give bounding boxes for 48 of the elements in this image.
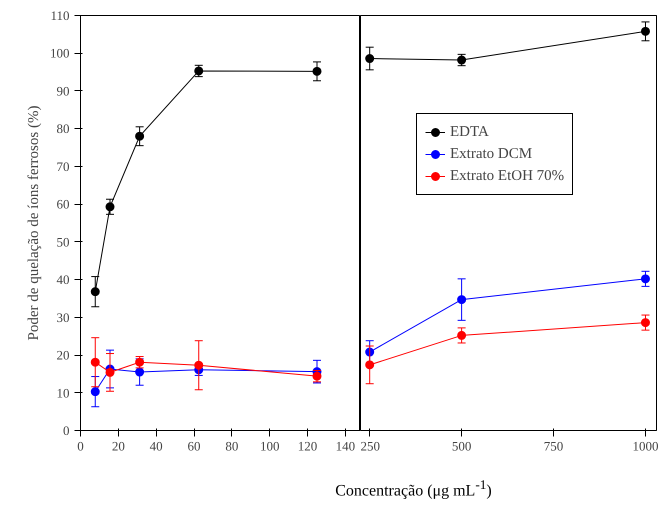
point: [457, 56, 466, 65]
y-tick-label: 100: [50, 46, 70, 61]
x-tick-label: 80: [225, 438, 238, 454]
legend-label: EDTA: [450, 124, 489, 140]
point: [135, 132, 144, 141]
y-tick-label: 20: [56, 348, 70, 363]
point: [90, 387, 100, 396]
point: [640, 274, 650, 284]
y-tick-label: 80: [56, 121, 70, 136]
x-tick-label: 750: [544, 438, 564, 454]
x-tick-label: 20: [112, 438, 125, 454]
point: [457, 295, 466, 304]
y-tick-label: 90: [56, 83, 70, 98]
point: [135, 368, 144, 377]
point: [312, 66, 322, 76]
x-tick-label: 500: [452, 438, 472, 454]
y-tick-label: 50: [56, 234, 70, 250]
y-tick-label: 110: [50, 8, 70, 23]
y-tick-label: 10: [56, 385, 70, 400]
y-tick-label: 30: [56, 310, 70, 325]
point: [312, 372, 322, 381]
x-tick-label: 40: [150, 438, 163, 454]
x-tick-label: 120: [298, 438, 318, 454]
point: [90, 358, 100, 367]
y-tick-label: 0: [63, 423, 70, 438]
legend-label: Extrato DCM: [450, 146, 532, 162]
point: [194, 66, 204, 76]
point: [194, 360, 204, 370]
point: [365, 360, 374, 370]
point: [106, 368, 115, 377]
point: [365, 54, 374, 63]
x-axis-title: Concentração (μg mL$^{-1}$): [335, 476, 492, 502]
point: [640, 26, 650, 36]
point: [106, 202, 115, 212]
y-tick-label: 40: [56, 272, 70, 288]
x-tick-label: 140: [336, 438, 356, 454]
x-tick-label: 100: [260, 438, 280, 454]
y-tick-label: 70: [56, 158, 70, 174]
point: [457, 330, 466, 340]
point: [640, 318, 650, 328]
point: [90, 287, 100, 296]
x-tick-label: 0: [77, 438, 84, 454]
x-tick-label: 250: [360, 438, 380, 454]
x-tick-label: 1000: [632, 438, 658, 454]
y-tick-label: 60: [56, 196, 70, 212]
x-tick-label: 60: [188, 438, 201, 454]
y-axis-title: Poder de quelação de íons ferrosos (%): [26, 106, 42, 340]
legend-label: Extrato EtOH 70%: [450, 168, 564, 184]
